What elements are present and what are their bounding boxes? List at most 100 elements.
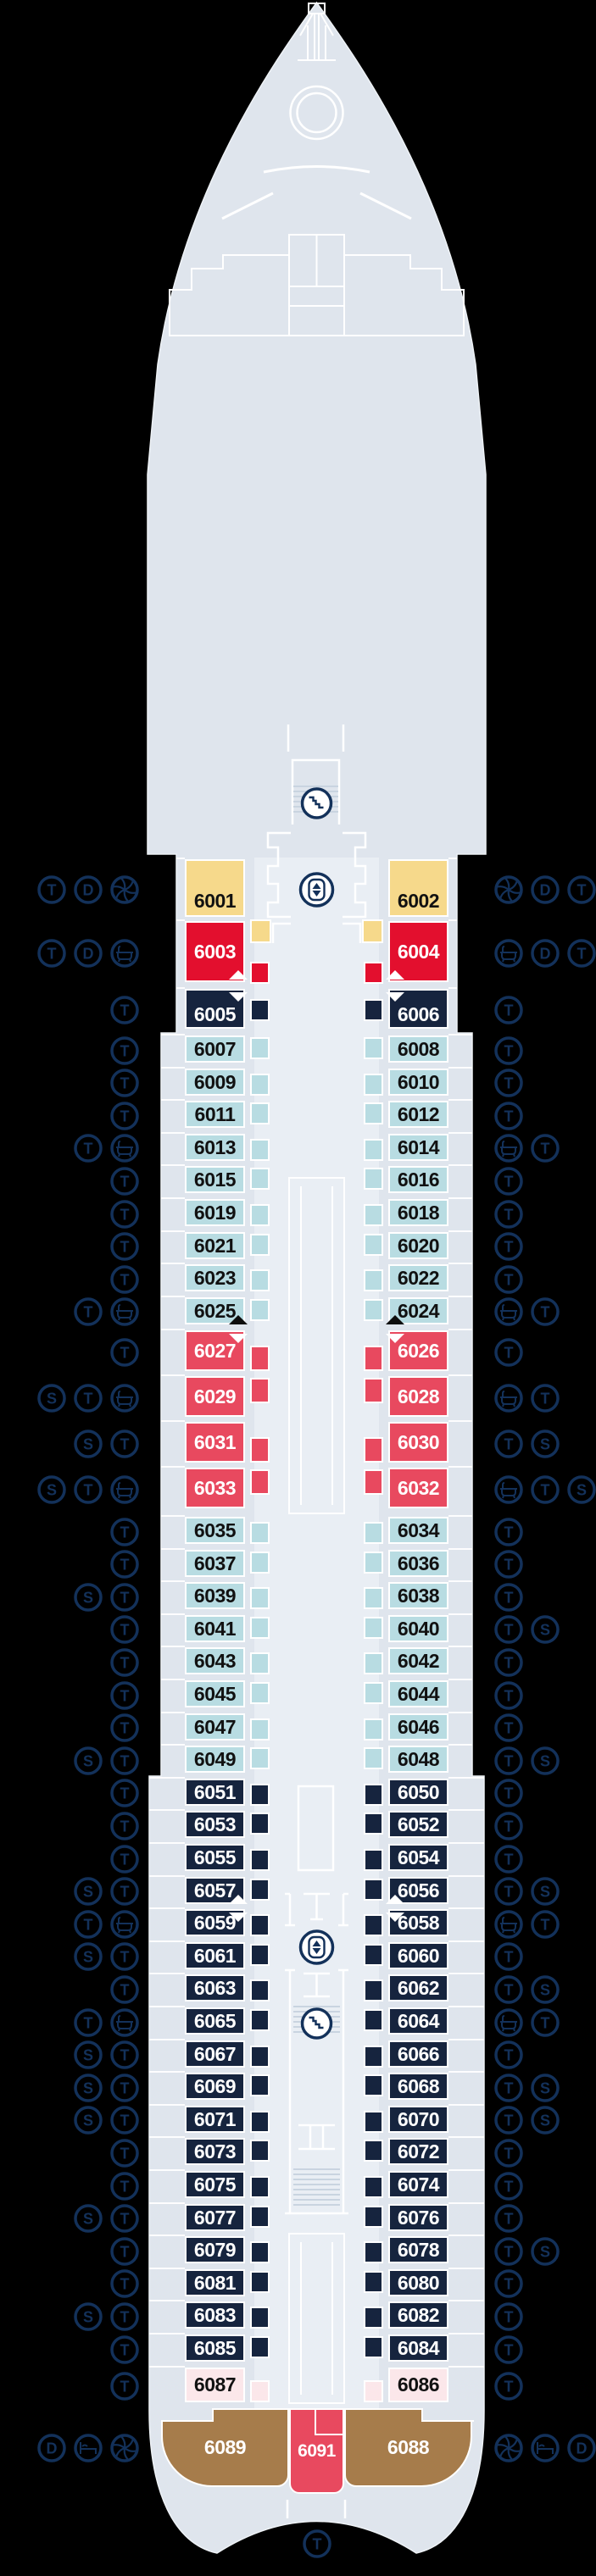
row-divider [161,1230,185,1232]
cabin-tab [250,2336,270,2358]
cabin-6040[interactable]: 6040 [388,1615,448,1642]
cabin-6041[interactable]: 6041 [185,1615,245,1642]
cabin-tab [250,1204,270,1226]
cabin-6022[interactable]: 6022 [388,1264,448,1291]
cabin-6066[interactable]: 6066 [388,2040,448,2068]
cabin-6009[interactable]: 6009 [185,1069,245,1096]
cabin-6055[interactable]: 6055 [185,1844,245,1871]
cabin-6080[interactable]: 6080 [388,2269,448,2296]
cabin-6014[interactable]: 6014 [388,1134,448,1161]
cabin-6035[interactable]: 6035 [185,1517,245,1544]
cabin-6028[interactable]: 6028 [388,1376,448,1417]
cabin-tab [364,1587,383,1609]
cabin-6056[interactable]: 6056 [388,1877,448,1904]
cabin-6079[interactable]: 6079 [185,2236,245,2263]
svg-text:T: T [120,1524,130,1541]
cabin-6075[interactable]: 6075 [185,2171,245,2198]
S-badge-icon: S [74,2073,103,2102]
cabin-6034[interactable]: 6034 [388,1517,448,1544]
cabin-6044[interactable]: 6044 [388,1680,448,1707]
cabin-6021[interactable]: 6021 [185,1232,245,1259]
cabin-6031[interactable]: 6031 [185,1422,245,1463]
cabin-6018[interactable]: 6018 [388,1199,448,1226]
cabin-6089[interactable]: 6089 [161,2408,289,2487]
cabin-6049[interactable]: 6049 [185,1746,245,1773]
cabin-6067[interactable]: 6067 [185,2040,245,2068]
cabin-6006[interactable]: 6006 [388,989,448,1029]
connect-arrow-down [229,1334,248,1343]
cabin-tab [364,1299,383,1321]
cabin-tab [364,2046,383,2068]
svg-text:T: T [541,1304,550,1321]
cabin-6078[interactable]: 6078 [388,2236,448,2263]
cabin-6091[interactable]: 6091 [289,2408,344,2494]
cabin-6076[interactable]: 6076 [388,2204,448,2231]
cabin-6002[interactable]: 6002 [388,859,448,917]
cabin-6029[interactable]: 6029 [185,1376,245,1417]
cabin-6003[interactable]: 6003 [185,921,245,982]
T-badge-icon: T [531,2007,560,2037]
cabin-6086[interactable]: 6086 [388,2368,448,2402]
cabin-6047[interactable]: 6047 [185,1713,245,1740]
cabin-6042[interactable]: 6042 [388,1647,448,1674]
cabin-6038[interactable]: 6038 [388,1582,448,1609]
cabin-6052[interactable]: 6052 [388,1811,448,1838]
cabin-6077[interactable]: 6077 [185,2204,245,2231]
cabin-6013[interactable]: 6013 [185,1134,245,1161]
cabin-6011[interactable]: 6011 [185,1101,245,1128]
cabin-6039[interactable]: 6039 [185,1582,245,1609]
cabin-6071[interactable]: 6071 [185,2106,245,2133]
cabin-6008[interactable]: 6008 [388,1035,448,1063]
cabin-6045[interactable]: 6045 [185,1680,245,1707]
cabin-6016[interactable]: 6016 [388,1166,448,1193]
cabin-6036[interactable]: 6036 [388,1550,448,1577]
T-badge-icon: T [567,874,596,904]
cabin-6012[interactable]: 6012 [388,1101,448,1128]
cabin-6019[interactable]: 6019 [185,1199,245,1226]
cabin-6010[interactable]: 6010 [388,1069,448,1096]
row-divider [448,1067,472,1069]
cabin-6085[interactable]: 6085 [185,2334,245,2362]
cabin-6070[interactable]: 6070 [388,2106,448,2133]
cabin-6064[interactable]: 6064 [388,2007,448,2035]
svg-text:T: T [504,1884,514,1901]
cabin-6063[interactable]: 6063 [185,1974,245,2001]
svg-text:T: T [120,1435,130,1452]
cabin-6057[interactable]: 6057 [185,1877,245,1904]
cabin-6074[interactable]: 6074 [388,2171,448,2198]
cabin-6060[interactable]: 6060 [388,1942,448,1969]
cabin-6033[interactable]: 6033 [185,1468,245,1508]
svg-text:S: S [540,1622,550,1639]
cabin-6062[interactable]: 6062 [388,1974,448,2001]
cabin-6081[interactable]: 6081 [185,2269,245,2296]
cabin-6083[interactable]: 6083 [185,2301,245,2329]
cabin-6015[interactable]: 6015 [185,1166,245,1193]
cabin-6007[interactable]: 6007 [185,1035,245,1063]
cabin-6072[interactable]: 6072 [388,2138,448,2165]
cabin-6069[interactable]: 6069 [185,2073,245,2100]
cabin-6032[interactable]: 6032 [388,1468,448,1508]
cabin-6051[interactable]: 6051 [185,1779,245,1806]
cabin-6053[interactable]: 6053 [185,1811,245,1838]
cabin-6020[interactable]: 6020 [388,1232,448,1259]
cabin-6037[interactable]: 6037 [185,1550,245,1577]
cabin-6082[interactable]: 6082 [388,2301,448,2329]
cabin-6046[interactable]: 6046 [388,1713,448,1740]
svg-text:S: S [47,1481,57,1498]
cabin-6084[interactable]: 6084 [388,2334,448,2362]
cabin-6068[interactable]: 6068 [388,2073,448,2100]
cabin-6050[interactable]: 6050 [388,1779,448,1806]
cabin-6065[interactable]: 6065 [185,2007,245,2035]
cabin-6030[interactable]: 6030 [388,1422,448,1463]
cabin-6048[interactable]: 6048 [388,1746,448,1773]
cabin-6043[interactable]: 6043 [185,1647,245,1674]
row-divider [448,1263,472,1264]
cabin-6054[interactable]: 6054 [388,1844,448,1871]
svg-text:T: T [120,1884,130,1901]
cabin-6001[interactable]: 6001 [185,859,245,917]
cabin-6026[interactable]: 6026 [388,1330,448,1371]
cabin-6023[interactable]: 6023 [185,1264,245,1291]
cabin-6087[interactable]: 6087 [185,2368,245,2402]
cabin-6073[interactable]: 6073 [185,2138,245,2165]
cabin-6061[interactable]: 6061 [185,1942,245,1969]
